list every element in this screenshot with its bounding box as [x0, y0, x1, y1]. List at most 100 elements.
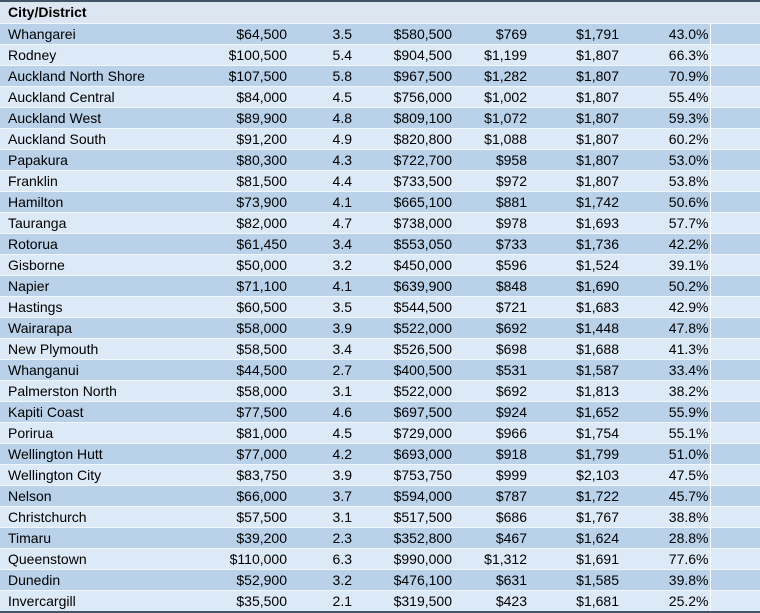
cell-col5[interactable]: $721 [453, 296, 528, 318]
cell-col7[interactable]: 77.6% [620, 548, 711, 570]
cell-col2[interactable]: $57,500 [218, 506, 288, 528]
cell-city[interactable]: Nelson [0, 485, 218, 507]
cell-col5[interactable]: $978 [453, 212, 528, 234]
cell-col4[interactable]: $733,500 [353, 170, 453, 192]
cell-city[interactable]: Auckland West [0, 107, 218, 129]
cell-col5[interactable]: $972 [453, 170, 528, 192]
cell-col3[interactable]: 4.3 [288, 149, 353, 171]
cell-col2[interactable]: $110,000 [218, 548, 288, 570]
cell-city[interactable]: Auckland South [0, 128, 218, 150]
cell-city[interactable]: Palmerston North [0, 380, 218, 402]
cell-col3[interactable]: 2.1 [288, 590, 353, 611]
cell-col3[interactable]: 3.5 [288, 296, 353, 318]
cell-col5[interactable]: $423 [453, 590, 528, 611]
cell-col2[interactable]: $44,500 [218, 359, 288, 381]
cell-city[interactable]: Dunedin [0, 569, 218, 591]
cell-city[interactable]: Timaru [0, 527, 218, 549]
cell-col4[interactable]: $665,100 [353, 191, 453, 213]
cell-city[interactable]: Wellington Hutt [0, 443, 218, 465]
cell-col3[interactable]: 4.5 [288, 86, 353, 108]
cell-col2[interactable]: $100,500 [218, 44, 288, 66]
cell-col4[interactable]: $544,500 [353, 296, 453, 318]
cell-col7[interactable]: 38.8% [620, 506, 711, 528]
cell-col6[interactable]: $1,807 [528, 44, 620, 66]
cell-col4[interactable]: $738,000 [353, 212, 453, 234]
cell-col2[interactable]: $35,500 [218, 590, 288, 611]
cell-col3[interactable]: 3.2 [288, 569, 353, 591]
cell-col7[interactable]: 28.8% [620, 527, 711, 549]
cell-col5[interactable]: $1,072 [453, 107, 528, 129]
cell-city[interactable]: Kapiti Coast [0, 401, 218, 423]
cell-col3[interactable]: 4.9 [288, 128, 353, 150]
cell-col5[interactable]: $698 [453, 338, 528, 360]
cell-col6[interactable]: $1,742 [528, 191, 620, 213]
cell-col3[interactable]: 6.3 [288, 548, 353, 570]
cell-col6[interactable]: $1,807 [528, 170, 620, 192]
cell-col6[interactable]: $1,624 [528, 527, 620, 549]
cell-col7[interactable]: 51.0% [620, 443, 711, 465]
cell-col2[interactable]: $39,200 [218, 527, 288, 549]
cell-col2[interactable]: $52,900 [218, 569, 288, 591]
cell-city[interactable]: Wairarapa [0, 317, 218, 339]
cell-col6[interactable]: $1,587 [528, 359, 620, 381]
cell-city[interactable]: Papakura [0, 149, 218, 171]
cell-col4[interactable]: $476,100 [353, 569, 453, 591]
cell-col7[interactable]: 47.5% [620, 464, 711, 486]
cell-city[interactable]: Queenstown [0, 548, 218, 570]
cell-col6[interactable]: $1,524 [528, 254, 620, 276]
cell-col5[interactable]: $1,002 [453, 86, 528, 108]
cell-col2[interactable]: $64,500 [218, 23, 288, 45]
cell-city[interactable]: Christchurch [0, 506, 218, 528]
cell-col6[interactable]: $1,799 [528, 443, 620, 465]
cell-col3[interactable]: 2.7 [288, 359, 353, 381]
cell-col3[interactable]: 4.6 [288, 401, 353, 423]
cell-col7[interactable]: 55.1% [620, 422, 711, 444]
cell-col5[interactable]: $848 [453, 275, 528, 297]
cell-col7[interactable]: 53.8% [620, 170, 711, 192]
cell-col5[interactable]: $769 [453, 23, 528, 45]
cell-city[interactable]: Franklin [0, 170, 218, 192]
cell-col7[interactable]: 39.1% [620, 254, 711, 276]
cell-col7[interactable]: 25.2% [620, 590, 711, 611]
cell-city[interactable]: Invercargill [0, 590, 218, 611]
cell-col5[interactable]: $631 [453, 569, 528, 591]
cell-city[interactable]: Hastings [0, 296, 218, 318]
cell-col3[interactable]: 4.8 [288, 107, 353, 129]
cell-col5[interactable]: $924 [453, 401, 528, 423]
cell-col3[interactable]: 4.2 [288, 443, 353, 465]
cell-col6[interactable]: $1,807 [528, 149, 620, 171]
cell-col5[interactable]: $958 [453, 149, 528, 171]
cell-col6[interactable]: $1,690 [528, 275, 620, 297]
cell-city[interactable]: Napier [0, 275, 218, 297]
cell-col4[interactable]: $553,050 [353, 233, 453, 255]
cell-col7[interactable]: 42.9% [620, 296, 711, 318]
cell-col5[interactable]: $692 [453, 317, 528, 339]
cell-col4[interactable]: $820,800 [353, 128, 453, 150]
cell-col6[interactable]: $1,448 [528, 317, 620, 339]
cell-col4[interactable]: $729,000 [353, 422, 453, 444]
cell-col4[interactable]: $967,500 [353, 65, 453, 87]
cell-col6[interactable]: $1,693 [528, 212, 620, 234]
cell-col7[interactable]: 57.7% [620, 212, 711, 234]
cell-col5[interactable]: $596 [453, 254, 528, 276]
cell-col7[interactable]: 45.7% [620, 485, 711, 507]
cell-col5[interactable]: $1,199 [453, 44, 528, 66]
cell-col6[interactable]: $1,791 [528, 23, 620, 45]
cell-col5[interactable]: $531 [453, 359, 528, 381]
cell-city[interactable]: Porirua [0, 422, 218, 444]
cell-col3[interactable]: 3.9 [288, 317, 353, 339]
cell-col7[interactable]: 70.9% [620, 65, 711, 87]
cell-col4[interactable]: $522,000 [353, 317, 453, 339]
cell-col2[interactable]: $107,500 [218, 65, 288, 87]
cell-col4[interactable]: $697,500 [353, 401, 453, 423]
cell-col5[interactable]: $787 [453, 485, 528, 507]
cell-col3[interactable]: 4.5 [288, 422, 353, 444]
cell-col3[interactable]: 3.4 [288, 233, 353, 255]
cell-col3[interactable]: 3.5 [288, 23, 353, 45]
cell-col7[interactable]: 50.6% [620, 191, 711, 213]
cell-col6[interactable]: $1,691 [528, 548, 620, 570]
cell-col2[interactable]: $58,500 [218, 338, 288, 360]
cell-col2[interactable]: $50,000 [218, 254, 288, 276]
cell-col6[interactable]: $1,688 [528, 338, 620, 360]
cell-col3[interactable]: 4.1 [288, 275, 353, 297]
